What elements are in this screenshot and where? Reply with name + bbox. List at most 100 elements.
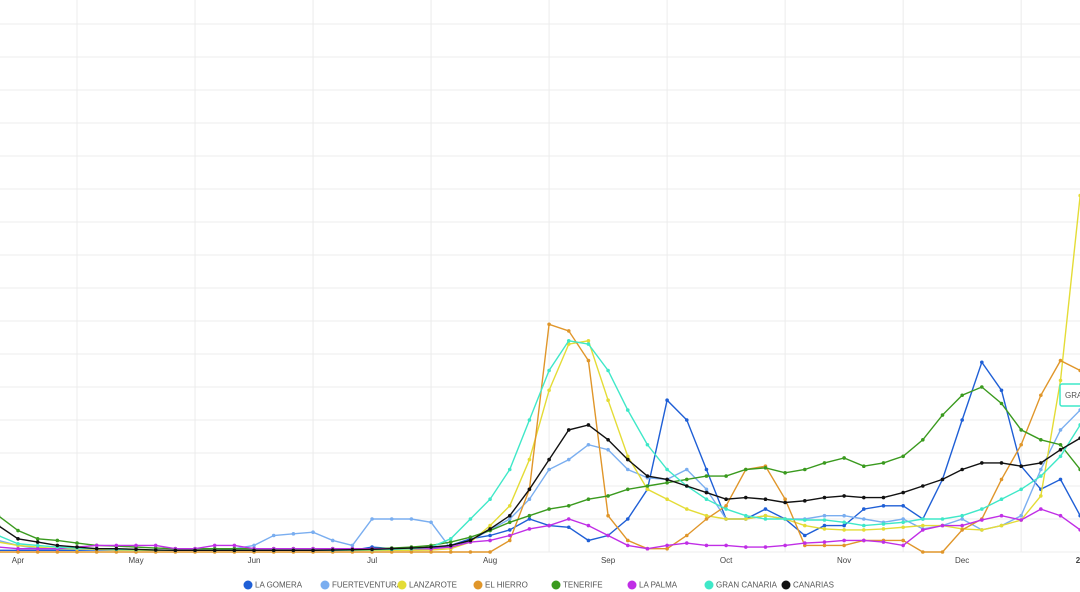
data-point: [999, 513, 1004, 518]
data-point: [980, 518, 984, 522]
data-point: [55, 538, 60, 543]
data-point: [645, 484, 650, 488]
data-point: [881, 495, 886, 500]
data-point: [488, 527, 492, 531]
data-point: [901, 538, 905, 543]
series-line: [0, 508, 1080, 550]
data-point: [822, 540, 827, 544]
data-point: [999, 523, 1004, 528]
data-point: [16, 541, 20, 546]
data-point: [999, 388, 1004, 393]
data-point: [999, 477, 1004, 482]
data-point: [724, 507, 728, 511]
data-point: [960, 393, 964, 398]
data-point: [625, 543, 630, 548]
data-point: [468, 550, 473, 554]
legend-marker: [627, 580, 637, 590]
data-point: [921, 528, 925, 532]
data-point: [645, 487, 650, 492]
data-point: [901, 517, 905, 521]
data-point: [1019, 464, 1023, 469]
data-point: [960, 418, 964, 422]
legend-label: FUERTEVENTURA: [332, 581, 403, 590]
data-point: [999, 497, 1004, 502]
data-point: [1039, 467, 1043, 472]
series-line: [0, 360, 1080, 552]
data-point: [704, 474, 709, 478]
data-point: [1058, 454, 1063, 459]
legend-marker: [397, 580, 407, 590]
data-point: [547, 507, 551, 511]
data-point: [822, 513, 827, 518]
data-point: [704, 487, 709, 492]
data-point: [488, 497, 492, 502]
data-point: [586, 358, 591, 363]
data-point: [724, 504, 728, 508]
data-point: [645, 442, 650, 447]
data-point: [684, 541, 689, 545]
legend-marker: [243, 580, 253, 590]
series: [0, 423, 1080, 553]
data-point: [783, 471, 787, 475]
data-point: [862, 507, 866, 511]
data-point: [448, 550, 453, 554]
data-point: [586, 523, 591, 528]
data-point: [1039, 507, 1043, 511]
data-point: [822, 527, 827, 531]
data-point: [1039, 474, 1043, 478]
data-point: [704, 467, 709, 472]
tooltip-text: GRA: [1065, 391, 1080, 400]
data-point: [684, 507, 689, 511]
series-line: [0, 409, 1080, 552]
data-point: [881, 540, 886, 544]
data-point: [488, 550, 492, 554]
data-point: [350, 547, 355, 552]
data-point: [606, 533, 610, 538]
data-point: [527, 513, 532, 518]
data-point: [586, 339, 591, 343]
data-point: [743, 495, 748, 500]
data-point: [1058, 477, 1063, 482]
series-line: [0, 386, 1080, 550]
data-point: [1039, 393, 1043, 398]
data-point: [901, 520, 905, 525]
x-tick-label: 20: [1076, 556, 1080, 565]
data-point: [862, 528, 866, 532]
data-point: [822, 518, 827, 522]
data-point: [842, 456, 846, 460]
data-point: [488, 523, 492, 528]
data-point: [114, 546, 119, 551]
data-point: [842, 538, 846, 543]
data-point: [153, 543, 158, 548]
data-point: [527, 418, 532, 422]
data-point: [763, 517, 768, 521]
x-tick-label: Sep: [601, 556, 616, 565]
data-point: [940, 413, 945, 417]
data-point: [606, 447, 610, 452]
data-point: [566, 517, 571, 521]
data-point: [842, 528, 846, 532]
legend-label: CANARIAS: [793, 581, 834, 590]
data-point: [724, 543, 728, 548]
data-point: [625, 408, 630, 412]
data-point: [75, 545, 79, 549]
data-point: [586, 497, 591, 502]
data-point: [842, 513, 846, 518]
data-point: [881, 527, 886, 531]
data-point: [980, 385, 984, 389]
data-point: [114, 550, 119, 554]
data-point: [75, 550, 79, 554]
data-point: [1058, 447, 1063, 452]
data-point: [763, 466, 768, 470]
legend-label: TENERIFE: [563, 581, 603, 590]
data-point: [901, 454, 905, 459]
data-point: [409, 517, 414, 521]
data-point: [252, 548, 256, 553]
data-point: [1058, 513, 1063, 518]
data-point: [547, 322, 551, 327]
data-point: [193, 548, 197, 553]
data-point: [940, 550, 945, 554]
data-point: [468, 538, 473, 543]
data-point: [429, 545, 433, 549]
data-point: [862, 523, 866, 528]
